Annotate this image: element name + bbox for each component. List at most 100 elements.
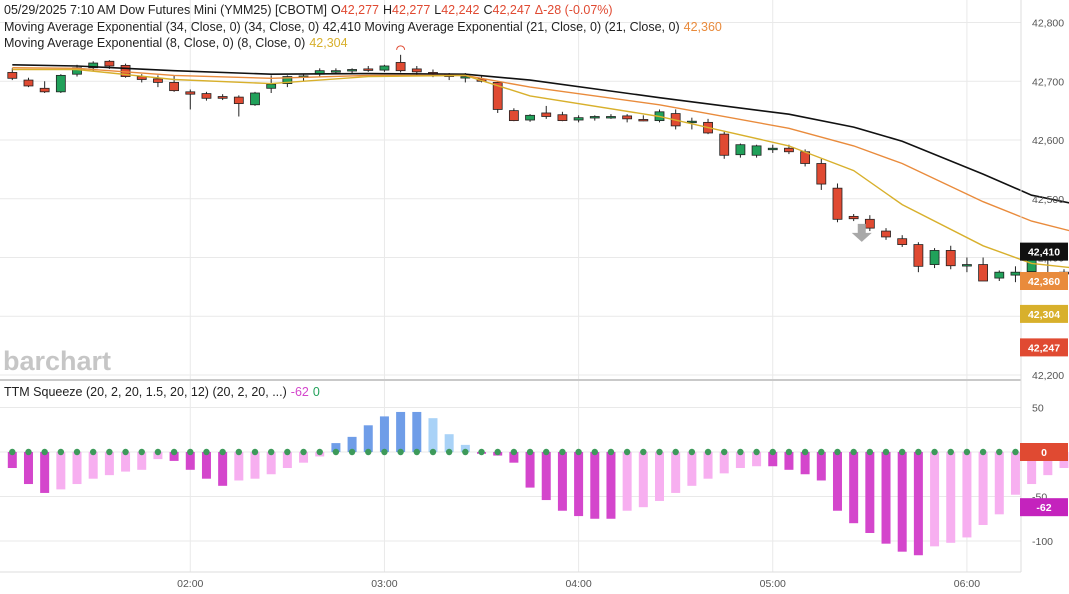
momentum-bar (962, 452, 972, 538)
candle-down (848, 214, 859, 222)
squeeze-dot (219, 448, 226, 456)
candle-body (945, 250, 956, 267)
candle-body (962, 264, 972, 267)
squeeze-dot (963, 448, 971, 456)
ema8-price-tag-label: 42,304 (1028, 309, 1060, 321)
momentum-bar (40, 452, 50, 493)
squeeze-dot (41, 448, 48, 456)
squeeze-dot (397, 448, 404, 456)
squeeze-dot (979, 448, 987, 456)
momentum-bar (104, 452, 114, 476)
candle-down (816, 158, 827, 190)
momentum-value-tag-box (1020, 498, 1068, 517)
squeeze-dot (882, 448, 890, 456)
candle-body (39, 87, 50, 93)
candle-up (55, 74, 66, 93)
price-axis-label: 42,700 (1032, 76, 1064, 88)
squeeze-signal-value: 0 (313, 385, 320, 399)
ema8-legend: Moving Average Exponential (8, Close, 0)… (4, 36, 305, 50)
squeeze-dot (704, 448, 712, 456)
squeeze-dot (170, 448, 178, 456)
candle-up (929, 248, 940, 269)
candle-down (39, 81, 50, 93)
candle-body (379, 65, 390, 71)
candle-body (250, 92, 260, 106)
momentum-bar (913, 452, 923, 556)
momentum-bar (331, 443, 341, 452)
momentum-bar (557, 452, 567, 511)
candle-body (88, 62, 99, 69)
ema21-price-tag-box (1020, 272, 1068, 290)
candle-body (330, 70, 341, 73)
momentum-bar (153, 452, 163, 460)
candle-down (897, 235, 908, 247)
candle-body (573, 117, 584, 121)
momentum-bar (590, 452, 600, 519)
squeeze-dot (203, 448, 210, 456)
squeeze-dot (640, 448, 647, 456)
ema34-price-tag-label: 42,410 (1028, 247, 1060, 259)
momentum-bar (930, 452, 940, 547)
candle-down (638, 115, 649, 122)
squeeze-dot (57, 448, 65, 456)
momentum-bar (412, 411, 422, 452)
momentum-bar (638, 452, 648, 508)
candle-body (169, 82, 180, 92)
candle-down (541, 105, 552, 119)
candle-body (541, 112, 552, 117)
squeeze-dot (785, 448, 793, 456)
candle-body (816, 163, 827, 185)
candle-up (347, 68, 357, 74)
candle-down (508, 108, 519, 122)
squeeze-dot (559, 448, 566, 456)
squeeze-dot (462, 448, 469, 456)
squeeze-dot (445, 448, 453, 456)
momentum-value-tag-label: -62 (1036, 502, 1051, 514)
candle-body (767, 147, 778, 151)
candle-down (864, 215, 875, 232)
squeeze-dot (1012, 448, 1019, 456)
markers (396, 45, 872, 242)
candle-body (848, 215, 859, 220)
momentum-bar (266, 452, 276, 475)
momentum-bar (7, 452, 17, 469)
squeeze-dot (316, 448, 323, 456)
candle-down (120, 63, 131, 78)
candle-body (266, 83, 277, 89)
candle-up (751, 144, 762, 158)
ema34-line (12, 64, 1069, 204)
ema21-legend-value: 42,360 (684, 20, 722, 34)
ema21-price-tag: 42,360 (1020, 272, 1068, 290)
candle-down (622, 114, 633, 123)
momentum-bar (574, 452, 584, 517)
candle-down (913, 242, 924, 273)
momentum-bar (234, 452, 244, 481)
momentum-bar (299, 452, 309, 463)
squeeze-dot (90, 448, 97, 456)
candle-down (492, 81, 503, 113)
candle-body (201, 93, 212, 99)
momentum-bar (606, 452, 616, 519)
momentum-bar (363, 425, 373, 452)
momentum-bar (121, 452, 131, 472)
momentum-bar (282, 452, 292, 469)
squeeze-header: TTM Squeeze (20, 2, 20, 1.5, 20, 12) (20… (4, 385, 320, 399)
squeeze-zero-tag-label: 0 (1041, 447, 1047, 459)
momentum-bars (7, 411, 1069, 556)
squeeze-dot (494, 448, 501, 456)
ema34-price-tag: 42,410 (1020, 242, 1068, 261)
low-label: L (434, 3, 441, 17)
momentum-bar (1043, 452, 1053, 476)
momentum-bar (88, 452, 98, 479)
squeeze-dot (737, 448, 744, 456)
candle-down (945, 245, 956, 270)
squeeze-dot (688, 448, 696, 456)
candle-body (217, 96, 228, 99)
price-axis[interactable]: 42,80042,70042,60042,50042,40042,30042,2… (1032, 18, 1064, 383)
ema8-price-tag: 42,304 (1020, 304, 1068, 323)
change-value: Δ-28 (-0.07%) (535, 3, 613, 17)
squeeze-legend: TTM Squeeze (20, 2, 20, 1.5, 20, 12) (20… (4, 385, 287, 399)
candle-body (994, 271, 1005, 279)
